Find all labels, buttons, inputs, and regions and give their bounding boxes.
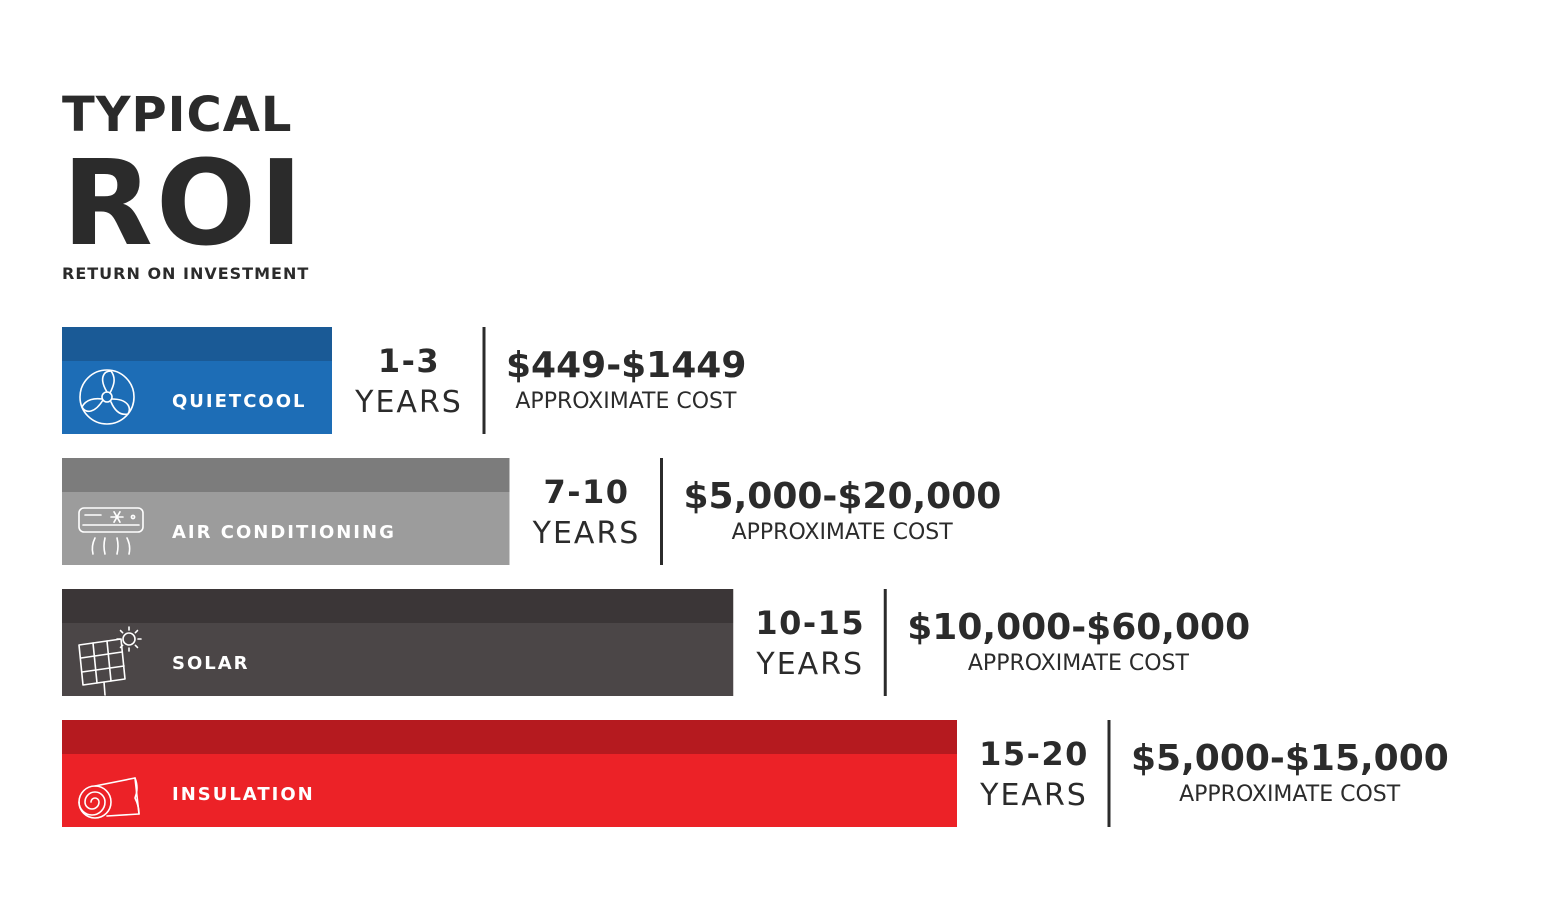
air-conditioner-icon	[78, 507, 144, 555]
years-label: YEARS	[755, 647, 864, 682]
years-range: 7-10	[543, 473, 629, 511]
insulation-roll-icon	[78, 777, 140, 819]
bar	[62, 361, 332, 434]
fan-icon	[79, 369, 135, 425]
bar-label: QUIETCOOL	[172, 391, 306, 412]
bar-label: AIR CONDITIONING	[172, 522, 396, 543]
cost-label: APPROXIMATE COST	[968, 651, 1190, 676]
cost-label: APPROXIMATE COST	[1179, 782, 1401, 807]
bar-row-air-conditioning: AIR CONDITIONING 7-10 YEARS $5,000-$20,000 A…	[62, 458, 1001, 565]
bar-row-quietcool: QUIETCOOL 1-3 YEARS $449-$1449 APPROXIMATE C…	[62, 327, 746, 434]
bar	[62, 754, 957, 827]
years-range: 10-15	[755, 604, 865, 642]
solar-panel-icon	[78, 626, 142, 696]
cost-value: $5,000-$15,000	[1131, 738, 1449, 779]
title-roi: ROI	[62, 134, 307, 272]
bar-row-solar: SOLAR 10-15 YEARS $10,000-$60,000 APPROXIMAT…	[62, 589, 1250, 696]
years-label: YEARS	[532, 516, 641, 551]
cost-value: $449-$1449	[506, 345, 746, 386]
subtitle: RETURN ON INVESTMENT	[62, 264, 310, 283]
cost-label: APPROXIMATE COST	[732, 520, 954, 545]
years-range: 1-3	[378, 342, 440, 380]
title-block: TYPICAL ROI RETURN ON INVESTMENT	[62, 88, 337, 284]
cost-label: APPROXIMATE COST	[515, 389, 737, 414]
years-label: YEARS	[354, 385, 463, 420]
bar-row-insulation: INSULATION 15-20 YEARS $5,000-$15,000 APPROX…	[62, 720, 1449, 827]
bar	[62, 492, 510, 565]
bar-top-band	[62, 589, 734, 623]
bar-top-band	[62, 720, 957, 754]
years-label: YEARS	[979, 778, 1088, 813]
years-range: 15-20	[979, 735, 1089, 773]
bar	[62, 623, 734, 696]
cost-value: $10,000-$60,000	[907, 607, 1250, 648]
bar-label: INSULATION	[172, 784, 315, 805]
bar-top-band	[62, 327, 332, 361]
bar-top-band	[62, 458, 510, 492]
title-typical: TYPICAL	[62, 87, 293, 143]
bar-label: SOLAR	[172, 653, 250, 674]
cost-value: $5,000-$20,000	[684, 476, 1002, 517]
